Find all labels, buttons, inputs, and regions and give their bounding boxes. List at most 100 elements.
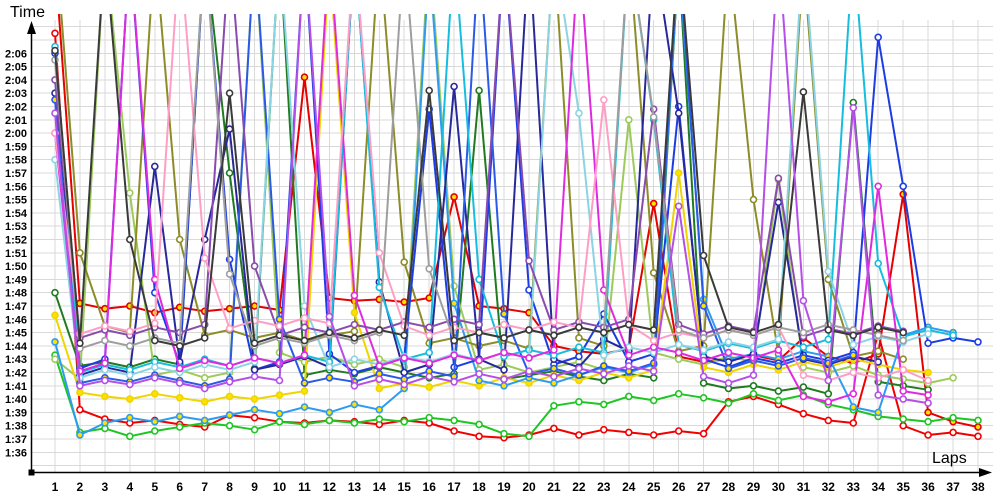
y-tick-label: 2:03 (5, 88, 27, 100)
data-point-marker (350, 400, 359, 409)
data-point-marker (724, 348, 733, 357)
data-point-marker (899, 336, 908, 345)
x-tick-label: 5 (151, 480, 158, 494)
data-point-marker (375, 384, 384, 393)
data-point-marker (799, 328, 808, 337)
data-point-marker (375, 405, 384, 414)
data-point-marker (275, 391, 284, 399)
data-point-marker (849, 368, 858, 377)
data-point-marker (225, 270, 234, 278)
data-point-marker (899, 355, 908, 364)
x-tick-label: 14 (373, 480, 387, 494)
data-point-marker (624, 351, 633, 360)
x-tick-label: 30 (772, 480, 786, 494)
data-point-marker (250, 405, 259, 414)
data-point-marker (500, 310, 508, 318)
data-point-marker (550, 346, 558, 354)
data-point-marker (899, 387, 908, 395)
data-point-marker (250, 262, 259, 270)
data-point-marker (400, 368, 409, 377)
data-point-marker (151, 389, 159, 398)
y-tick-label: 2:01 (5, 115, 27, 127)
data-point-marker (649, 113, 658, 121)
data-point-marker (475, 376, 483, 385)
data-point-marker (749, 195, 758, 204)
data-point-marker (874, 331, 883, 340)
data-point-marker (275, 417, 284, 426)
data-point-marker (450, 193, 458, 201)
data-point-marker (200, 334, 209, 342)
data-point-marker (550, 372, 558, 381)
x-tick-label: 21 (547, 480, 561, 494)
data-point-marker (525, 326, 533, 334)
y-tick-label: 1:42 (5, 368, 27, 380)
data-point-marker (924, 417, 932, 426)
data-point-marker (699, 372, 708, 381)
data-point-marker (500, 375, 508, 384)
y-tick-label: 2:06 (5, 48, 27, 60)
x-tick-label: 24 (622, 480, 636, 494)
data-point-marker (624, 428, 633, 437)
data-point-marker (350, 291, 359, 300)
data-point-marker (250, 425, 259, 434)
data-point-marker (325, 373, 334, 382)
y-tick-label: 1:45 (5, 328, 27, 340)
data-point-marker (51, 29, 59, 38)
y-tick-label: 1:36 (5, 447, 27, 459)
y-tick-label: 1:55 (5, 195, 27, 207)
data-point-marker (151, 363, 159, 372)
series-line (54, 354, 979, 438)
data-point-marker (350, 381, 359, 390)
data-point-marker (325, 416, 334, 425)
data-point-marker (500, 429, 508, 438)
data-point-marker (151, 417, 159, 426)
data-point-marker (275, 376, 284, 385)
data-point-marker (624, 320, 633, 329)
data-point-marker (824, 335, 833, 344)
data-point-marker (151, 427, 159, 435)
x-tick-labels: 1 2 3 4 5 6 7 8 9 10 11 12 13 14 15 16 17 18 19 20 21 22 23 24 2… (52, 480, 985, 494)
data-point-marker (575, 397, 583, 406)
data-point-marker (525, 432, 533, 441)
x-tick-label: 20 (522, 480, 536, 494)
y-axis-title: Time (10, 4, 45, 21)
data-point-marker (126, 371, 134, 380)
data-point-marker (674, 427, 683, 435)
data-point-marker (200, 416, 209, 425)
data-point-marker (724, 379, 733, 387)
data-point-marker (649, 343, 658, 352)
data-point-marker (76, 339, 84, 348)
data-point-marker (350, 334, 359, 342)
data-point-marker (350, 320, 359, 329)
data-point-marker (225, 362, 234, 370)
data-point-marker (425, 359, 434, 368)
data-point-marker (200, 356, 209, 365)
data-point-marker (175, 379, 184, 387)
data-point-marker (649, 199, 658, 208)
data-point-marker (225, 421, 234, 430)
data-point-marker (200, 384, 209, 393)
y-tick-label: 1:57 (5, 168, 27, 180)
data-point-marker (350, 419, 359, 427)
data-point-marker (151, 319, 159, 328)
data-point-marker (101, 336, 109, 345)
data-point-marker (849, 419, 858, 427)
data-point-marker (51, 311, 59, 320)
y-tick-label: 1:59 (5, 141, 27, 153)
data-point-marker (649, 336, 658, 345)
axes (27, 21, 992, 477)
x-tick-label: 38 (971, 480, 985, 494)
series-line (54, 14, 930, 382)
data-point-marker (649, 431, 658, 439)
data-point-marker (151, 336, 159, 345)
data-point-marker (774, 320, 783, 329)
series-line (54, 32, 979, 439)
data-point-marker (649, 326, 658, 334)
data-point-marker (699, 379, 708, 387)
data-point-marker (400, 298, 409, 306)
x-tick-label: 3 (102, 480, 109, 494)
x-axis-title: Laps (932, 450, 967, 467)
data-point-marker (624, 362, 633, 370)
data-point-marker (126, 235, 134, 244)
data-point-marker (76, 388, 84, 397)
